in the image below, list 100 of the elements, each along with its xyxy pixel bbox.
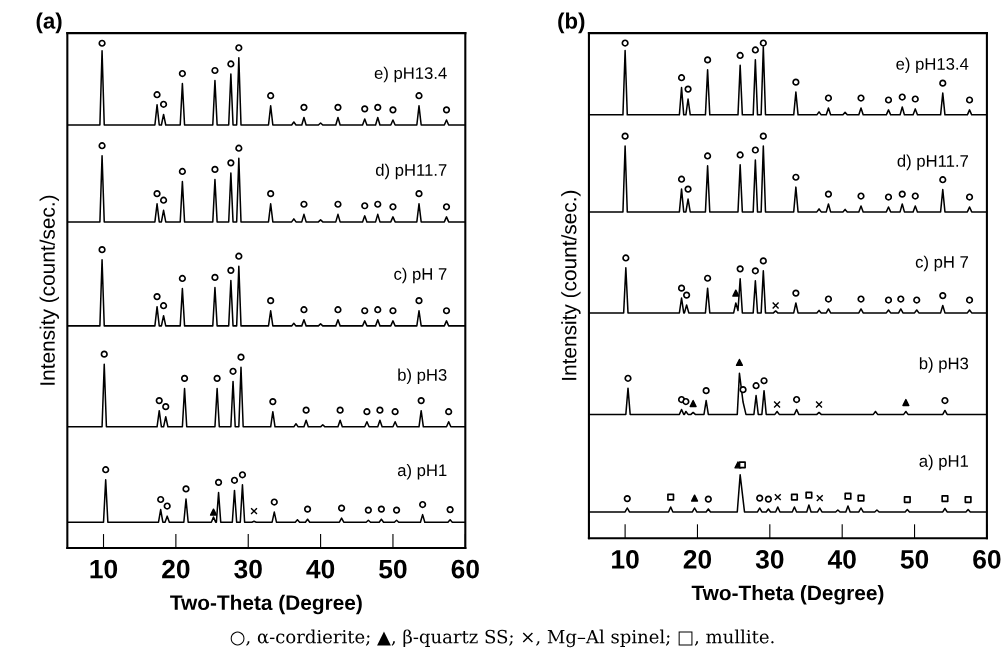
point [911,95,919,103]
point [792,78,800,86]
series-label: e) pH13.4 [896,57,969,74]
point [939,291,947,300]
point [805,491,813,499]
point [736,51,744,60]
point [702,387,710,395]
x-tick-label: 60 [451,559,479,579]
x-tick-label: 30 [234,559,262,579]
point [965,296,974,304]
point [903,495,911,504]
point [667,493,675,501]
x-tick-label: 50 [379,559,407,579]
x-tick-label: 30 [755,550,784,569]
point [732,289,740,297]
point [884,296,893,304]
x-tick-label: 10 [612,550,639,569]
point [773,400,781,409]
point [824,295,833,303]
series-label: e) pH13.4 [374,66,447,83]
y-axis-title: Intensity (count/sec.) [39,195,59,385]
point [792,395,801,404]
point [703,274,712,282]
point [677,74,686,82]
point [689,399,697,408]
x-tick-label: 20 [683,550,712,569]
point [736,151,744,159]
point [621,39,629,47]
point [624,374,632,382]
chart-title: (b) [558,12,585,34]
point [964,495,972,504]
point [857,295,865,303]
point [759,257,767,265]
text: ○, α-cordierite; ▲, β-quartz SS; ×, Mg–Al spinel; □, mullite. [230,629,774,648]
x-tick-label: 10 [90,559,118,579]
point [621,132,629,140]
point [792,289,800,297]
point [898,93,906,101]
series-label: d) pH11.7 [897,154,968,171]
point [704,495,712,503]
point [735,358,744,367]
point [965,193,974,201]
point [792,173,800,181]
point [759,132,767,140]
text: c) pH 7 [915,255,968,272]
text: a) pH1 [919,454,969,471]
point [965,96,974,104]
point [816,494,824,502]
point [857,192,865,200]
point [751,146,759,154]
y-axis-title: Intensity (count/sec.) [561,190,581,380]
point [738,461,746,469]
point [884,193,893,201]
point [677,175,686,183]
point [703,152,712,160]
point [683,291,691,299]
point [771,301,780,310]
point [684,85,692,93]
point [939,176,947,184]
text: c) pH 7 [394,267,447,284]
text: b) pH3 [398,368,447,385]
point [857,94,865,102]
point [902,398,910,407]
point [739,386,747,394]
point [682,397,690,406]
point [844,492,852,500]
point [941,396,949,405]
point [751,46,759,54]
point [764,495,772,503]
point [760,377,768,385]
x-tick-label: 60 [973,550,1001,569]
point [857,494,865,502]
point [623,494,631,503]
text: b) pH3 [919,357,969,373]
point [703,56,712,64]
x-axis-title: Two-Theta (Degree) [170,594,362,615]
point [913,296,921,304]
chart-title: (a) [36,12,62,34]
point [690,494,699,502]
point [815,400,823,409]
x-tick-label: 40 [306,559,335,579]
text: a) pH1 [397,463,447,480]
point [911,192,919,200]
point [824,190,833,198]
point [898,190,906,198]
point [824,94,833,102]
point [684,185,692,193]
series-label: d) pH11.7 [375,163,447,180]
x-tick-label: 20 [162,559,190,579]
point [774,493,782,501]
point [751,267,759,275]
point [736,265,744,273]
x-tick-label: 40 [827,550,856,569]
point [677,284,686,292]
point [756,494,764,502]
x-axis-title: Two-Theta (Degree) [691,585,884,605]
point [752,382,760,390]
point [790,493,799,501]
point [884,96,893,104]
point [939,79,947,87]
